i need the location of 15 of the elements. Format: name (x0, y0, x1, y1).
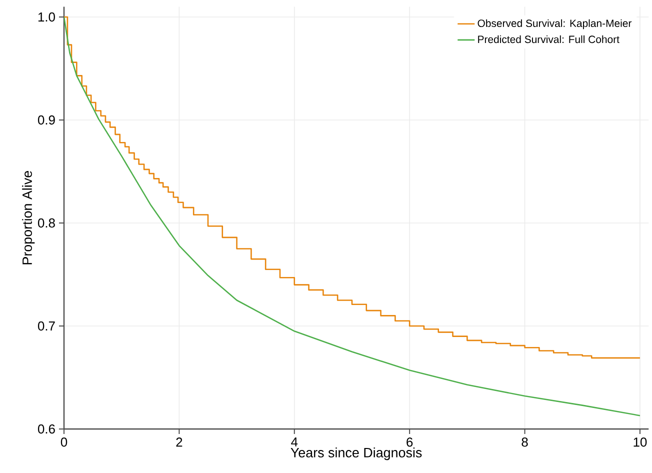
x-tick-label: 0 (60, 438, 68, 447)
y-tick-label: 0.6 (38, 424, 55, 434)
legend-label: Predicted Survival: Full Cohort (478, 35, 620, 44)
x-tick-label: 6 (406, 438, 413, 447)
y-tick-label: 0.8 (38, 218, 55, 228)
x-tick-label: 8 (522, 438, 528, 447)
y-tick-label: 0.7 (38, 321, 55, 331)
x-tick-label: 2 (176, 438, 182, 447)
y-axis-title: Proportion Alive (22, 170, 35, 264)
x-tick-label: 10 (634, 438, 647, 447)
x-axis-title: Years since Diagnosis (290, 448, 422, 460)
y-tick-label: 0.9 (38, 115, 55, 125)
x-tick-label: 4 (291, 438, 298, 446)
y-tick-label: 1.0 (38, 12, 55, 22)
legend-label: Observed Survival: Kaplan-Meier (478, 19, 632, 30)
